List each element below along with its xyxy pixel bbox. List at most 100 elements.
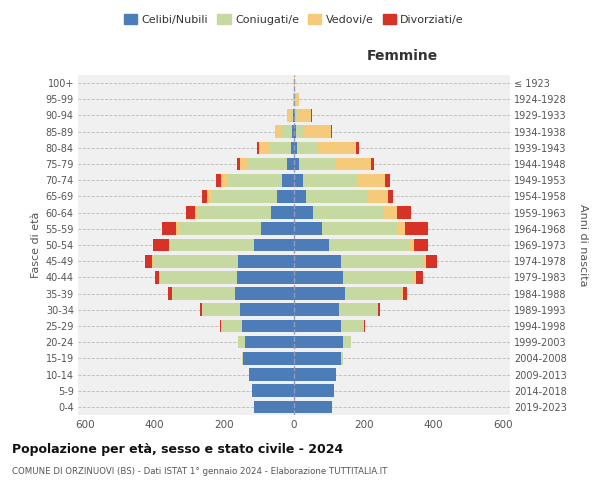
Bar: [282, 174, 294, 186]
Bar: [416, 271, 423, 283]
Bar: [343, 271, 414, 283]
Bar: [254, 400, 294, 413]
Bar: [159, 271, 160, 283]
Bar: [294, 158, 299, 170]
Bar: [259, 142, 269, 154]
Bar: [294, 238, 329, 252]
Bar: [172, 288, 235, 300]
Bar: [294, 336, 343, 348]
Bar: [215, 174, 221, 186]
Bar: [356, 142, 359, 154]
Bar: [202, 304, 240, 316]
Bar: [290, 109, 293, 122]
Bar: [298, 109, 311, 122]
Bar: [294, 109, 295, 122]
Bar: [336, 158, 371, 170]
Bar: [357, 174, 385, 186]
Bar: [240, 304, 294, 316]
Bar: [269, 142, 290, 154]
Bar: [212, 190, 277, 202]
Bar: [282, 126, 292, 138]
Bar: [294, 222, 322, 235]
Bar: [294, 174, 303, 186]
Bar: [423, 255, 427, 268]
Bar: [329, 238, 409, 252]
Bar: [228, 174, 282, 186]
Bar: [303, 174, 357, 186]
Bar: [195, 206, 198, 219]
Bar: [427, 255, 437, 268]
Bar: [176, 222, 179, 235]
Bar: [414, 238, 428, 252]
Bar: [294, 93, 295, 106]
Bar: [257, 142, 259, 154]
Bar: [236, 158, 240, 170]
Bar: [200, 304, 202, 316]
Bar: [339, 304, 377, 316]
Bar: [402, 288, 403, 300]
Bar: [296, 126, 304, 138]
Bar: [331, 126, 332, 138]
Bar: [294, 126, 296, 138]
Bar: [152, 255, 153, 268]
Bar: [294, 271, 343, 283]
Bar: [299, 158, 336, 170]
Bar: [313, 206, 383, 219]
Bar: [290, 142, 294, 154]
Bar: [245, 336, 294, 348]
Bar: [294, 288, 344, 300]
Bar: [238, 336, 245, 348]
Bar: [397, 206, 411, 219]
Bar: [238, 255, 294, 268]
Bar: [202, 190, 207, 202]
Bar: [153, 238, 169, 252]
Bar: [406, 222, 428, 235]
Bar: [294, 255, 341, 268]
Bar: [236, 271, 294, 283]
Bar: [145, 255, 152, 268]
Bar: [292, 126, 294, 138]
Bar: [287, 158, 294, 170]
Text: Femmine: Femmine: [367, 49, 437, 63]
Bar: [252, 384, 294, 397]
Bar: [277, 190, 294, 202]
Bar: [247, 158, 287, 170]
Bar: [221, 174, 228, 186]
Bar: [403, 288, 407, 300]
Bar: [155, 271, 159, 283]
Bar: [341, 255, 423, 268]
Bar: [306, 190, 367, 202]
Bar: [414, 271, 416, 283]
Bar: [295, 93, 299, 106]
Bar: [271, 206, 294, 219]
Bar: [244, 352, 294, 364]
Text: Popolazione per età, sesso e stato civile - 2024: Popolazione per età, sesso e stato civil…: [12, 442, 343, 456]
Bar: [388, 190, 393, 202]
Bar: [397, 222, 406, 235]
Bar: [385, 174, 390, 186]
Bar: [294, 400, 332, 413]
Bar: [153, 255, 238, 268]
Bar: [371, 158, 374, 170]
Bar: [344, 288, 402, 300]
Bar: [275, 126, 282, 138]
Bar: [294, 206, 313, 219]
Bar: [207, 190, 212, 202]
Bar: [235, 288, 294, 300]
Bar: [294, 77, 295, 90]
Bar: [304, 126, 331, 138]
Text: COMUNE DI ORZINUOVI (BS) - Dati ISTAT 1° gennaio 2024 - Elaborazione TUTTITALIA.: COMUNE DI ORZINUOVI (BS) - Dati ISTAT 1°…: [12, 468, 388, 476]
Bar: [287, 109, 290, 122]
Bar: [294, 352, 341, 364]
Bar: [220, 320, 221, 332]
Bar: [367, 190, 388, 202]
Bar: [179, 222, 261, 235]
Bar: [242, 352, 244, 364]
Bar: [343, 336, 352, 348]
Legend: Celibi/Nubili, Coniugati/e, Vedovi/e, Divorziati/e: Celibi/Nubili, Coniugati/e, Vedovi/e, Di…: [121, 10, 467, 28]
Bar: [341, 320, 364, 332]
Bar: [294, 368, 336, 381]
Bar: [240, 158, 247, 170]
Bar: [409, 238, 414, 252]
Bar: [242, 320, 294, 332]
